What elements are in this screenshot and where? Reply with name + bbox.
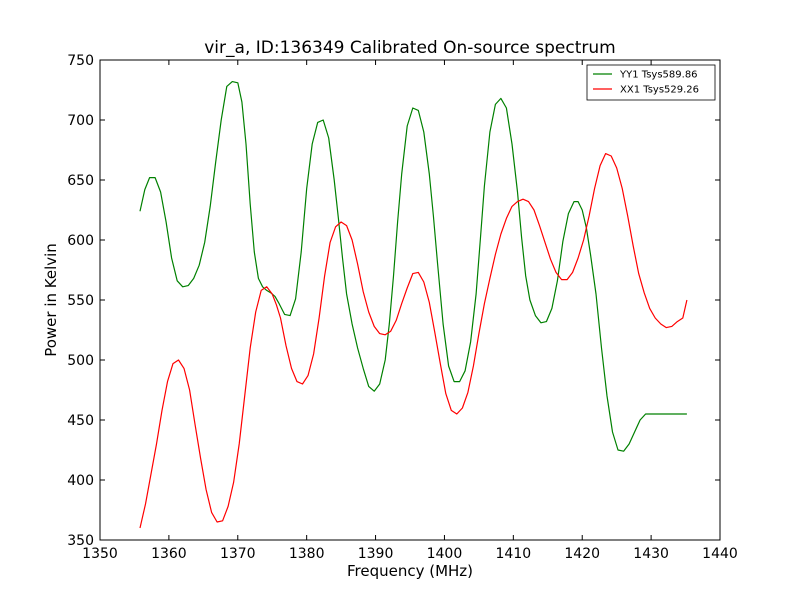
legend-box [586,64,716,101]
series-line-0 [139,80,687,452]
x-tick-label: 1410 [496,546,532,562]
x-axis-label: Frequency (MHz) [347,562,473,580]
legend-label-1: XX1 Tsys529.26 [620,85,699,96]
x-tick-label: 1400 [427,546,463,562]
x-axis-ticks: 1350 1360 1370 1380 1390 1400 1410 1420 1430 1440 [82,60,738,562]
x-tick-label: 1360 [151,546,187,562]
plot-frame [99,59,721,541]
x-tick-label: 1430 [633,546,669,562]
y-tick-label: 750 [67,53,94,69]
x-tick-label: 1440 [702,546,738,562]
y-tick-label: 500 [67,353,94,369]
x-tick-label: 1350 [82,546,118,562]
y-tick-label: 400 [67,473,94,489]
y-tick-label: 700 [67,113,94,129]
plot-lines [139,80,688,529]
y-axis-ticks: 350 400 450 500 550 600 650 700 750 [67,53,720,549]
legend: YY1 Tsys589.86 XX1 Tsys529.26 [586,64,716,101]
y-tick-label: 450 [67,413,94,429]
y-tick-label: 650 [67,173,94,189]
x-tick-label: 1370 [220,546,256,562]
x-tick-label: 1380 [289,546,325,562]
chart-title: vir_a, ID:136349 Calibrated On-source sp… [204,38,615,58]
y-tick-label: 550 [67,293,94,309]
y-tick-label: 350 [67,533,94,549]
series-line-1 [139,153,688,529]
y-tick-label: 600 [67,233,94,249]
x-tick-label: 1390 [358,546,394,562]
legend-label-0: YY1 Tsys589.86 [619,70,698,81]
x-tick-label: 1420 [564,546,600,562]
y-axis-label: Power in Kelvin [42,243,60,357]
